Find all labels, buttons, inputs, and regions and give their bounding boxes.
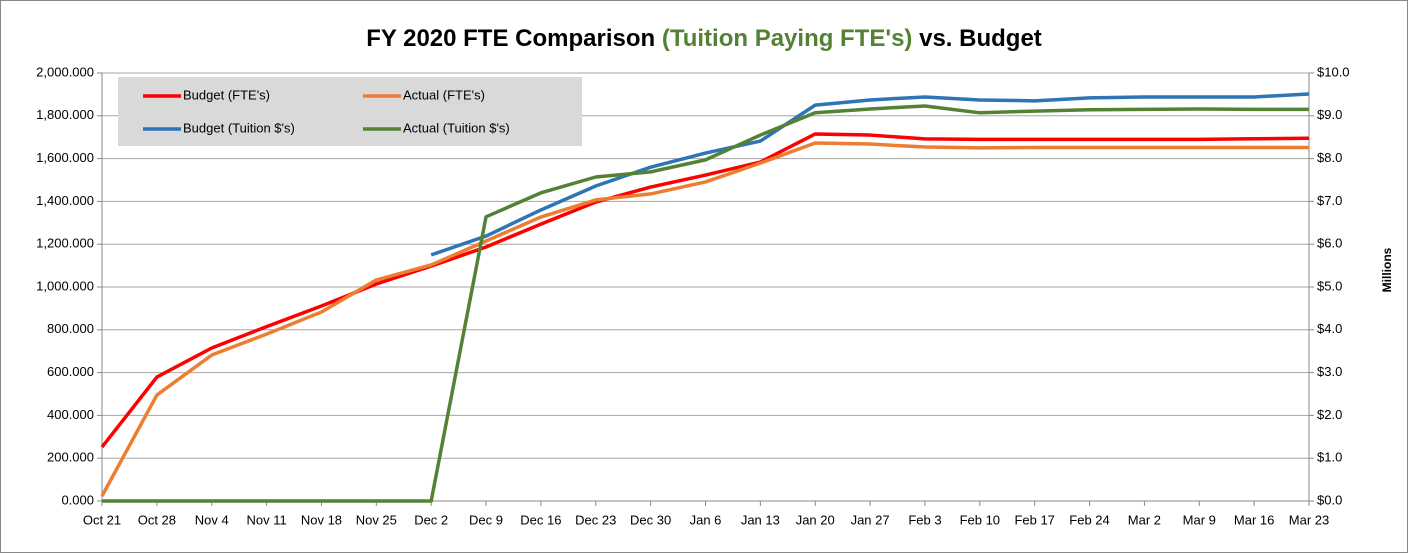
y-tick-label: 800.000 bbox=[47, 321, 94, 336]
x-tick-label: Feb 10 bbox=[960, 512, 1000, 527]
x-tick-label: Jan 6 bbox=[690, 512, 722, 527]
y-tick-label: 1,400.000 bbox=[36, 193, 94, 208]
legend-label: Budget (Tuition $'s) bbox=[183, 120, 295, 135]
y2-tick-label: $4.0 bbox=[1317, 321, 1342, 336]
x-tick-label: Oct 21 bbox=[83, 512, 121, 527]
x-tick-label: Dec 2 bbox=[414, 512, 448, 527]
y-tick-label: 2,000.000 bbox=[36, 64, 94, 79]
x-tick-label: Mar 2 bbox=[1128, 512, 1161, 527]
y2-tick-label: $3.0 bbox=[1317, 364, 1342, 379]
chart-title: FY 2020 FTE Comparison (Tuition Paying F… bbox=[366, 25, 1042, 52]
y2-tick-label: $1.0 bbox=[1317, 450, 1342, 465]
y2-tick-label: $5.0 bbox=[1317, 278, 1342, 293]
x-tick-label: Nov 4 bbox=[195, 512, 229, 527]
y2-tick-label: $0.0 bbox=[1317, 492, 1342, 507]
title-highlight: (Tuition Paying FTE's) bbox=[662, 25, 913, 52]
x-tick-label: Dec 23 bbox=[575, 512, 616, 527]
x-tick-label: Oct 28 bbox=[138, 512, 176, 527]
y-tick-label: 1,200.000 bbox=[36, 236, 94, 251]
x-tick-label: Jan 20 bbox=[796, 512, 835, 527]
y2-tick-label: $7.0 bbox=[1317, 193, 1342, 208]
y2-tick-label: $9.0 bbox=[1317, 107, 1342, 122]
y-tick-label: 600.000 bbox=[47, 364, 94, 379]
x-tick-label: Mar 23 bbox=[1289, 512, 1329, 527]
series-line bbox=[102, 104, 1309, 503]
y-tick-label: 400.000 bbox=[47, 407, 94, 422]
series-line bbox=[100, 141, 1309, 497]
x-tick-label: Nov 18 bbox=[301, 512, 342, 527]
x-tick-label: Nov 11 bbox=[246, 512, 286, 527]
y2-axis-label: Millions bbox=[1380, 247, 1394, 292]
y2-tick-label: $8.0 bbox=[1317, 150, 1342, 165]
x-tick-label: Dec 30 bbox=[630, 512, 671, 527]
x-tick-label: Nov 25 bbox=[356, 512, 397, 527]
legend-label: Budget (FTE's) bbox=[183, 87, 270, 102]
title-part: FY 2020 FTE Comparison bbox=[366, 25, 655, 52]
y-tick-label: 1,600.000 bbox=[36, 150, 94, 165]
y-tick-label: 0.000 bbox=[61, 492, 94, 507]
y2-tick-label: $2.0 bbox=[1317, 407, 1342, 422]
x-tick-label: Feb 3 bbox=[908, 512, 941, 527]
title-part: vs. Budget bbox=[919, 25, 1042, 52]
x-tick-label: Mar 9 bbox=[1183, 512, 1216, 527]
x-tick-label: Feb 24 bbox=[1069, 512, 1109, 527]
legend-label: Actual (FTE's) bbox=[403, 87, 485, 102]
y-tick-label: 1,000.000 bbox=[36, 278, 94, 293]
x-tick-label: Jan 27 bbox=[851, 512, 890, 527]
series-line bbox=[430, 92, 1310, 257]
y-tick-label: 200.000 bbox=[47, 450, 94, 465]
x-tick-label: Dec 9 bbox=[469, 512, 503, 527]
legend-label: Actual (Tuition $'s) bbox=[403, 120, 510, 135]
legend-box bbox=[118, 77, 582, 146]
y-tick-label: 1,800.000 bbox=[36, 107, 94, 122]
y2-tick-label: $10.0 bbox=[1317, 64, 1350, 79]
x-tick-label: Jan 13 bbox=[741, 512, 780, 527]
x-tick-label: Dec 16 bbox=[520, 512, 561, 527]
x-tick-label: Feb 17 bbox=[1014, 512, 1054, 527]
x-tick-label: Mar 16 bbox=[1234, 512, 1274, 527]
series-line bbox=[100, 132, 1310, 449]
y2-tick-label: $6.0 bbox=[1317, 236, 1342, 251]
